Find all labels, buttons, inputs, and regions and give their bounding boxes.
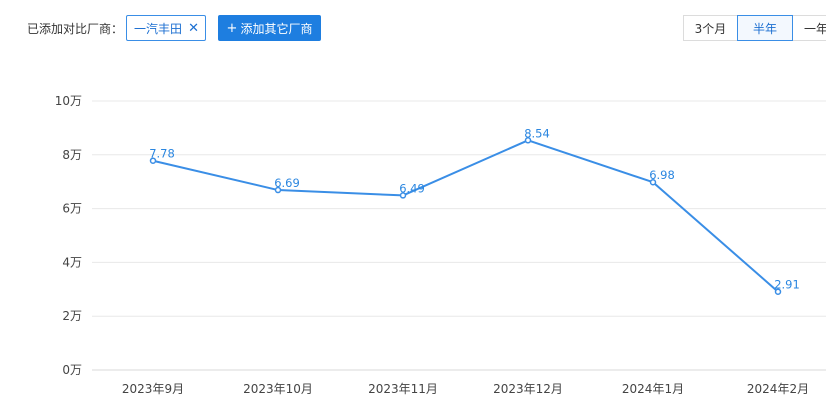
data-point[interactable] <box>274 186 282 194</box>
grid-lines <box>92 100 826 371</box>
data-point[interactable] <box>774 288 782 295</box>
data-point[interactable] <box>649 178 657 186</box>
data-label: 7.78 <box>149 147 175 161</box>
data-point[interactable] <box>524 137 532 144</box>
toolbar: 已添加对比厂商： 一汽丰田 ✕ + 添加其它厂商 3个月 半年 一年 <box>0 0 826 58</box>
x-tick-label: 2024年1月 <box>622 382 684 396</box>
x-tick-label: 2023年9月 <box>122 382 184 396</box>
data-point[interactable] <box>149 157 157 164</box>
y-tick-label: 2万 <box>62 309 82 323</box>
x-axis: 2023年9月 2023年10月 2023年11月 2023年12月 2024年1月 20… <box>122 382 809 396</box>
y-axis: 0万 2万 4万 6万 8万 10万 <box>55 94 82 377</box>
range-half-year-button[interactable]: 半年 <box>737 15 793 41</box>
series-path <box>152 139 779 293</box>
time-range-switch: 3个月 半年 一年 <box>683 15 826 41</box>
y-tick-label: 10万 <box>55 94 82 108</box>
x-tick-label: 2023年10月 <box>243 382 313 396</box>
x-tick-label: 2024年2月 <box>747 382 809 396</box>
data-label: 6.69 <box>274 176 300 190</box>
close-icon[interactable]: ✕ <box>188 20 199 36</box>
y-tick-label: 8万 <box>62 148 82 162</box>
add-button-label: 添加其它厂商 <box>240 21 313 36</box>
data-label: 6.49 <box>399 181 425 195</box>
data-point[interactable] <box>399 192 407 199</box>
compare-chip-faw-toyota[interactable]: 一汽丰田 ✕ <box>126 15 206 41</box>
data-label: 8.54 <box>524 126 550 140</box>
x-tick-label: 2023年12月 <box>493 382 563 396</box>
data-labels: 7.78 6.69 6.49 8.54 6.98 2.91 <box>149 126 800 291</box>
y-tick-label: 4万 <box>62 255 82 269</box>
y-tick-label: 6万 <box>62 202 82 216</box>
data-label: 6.98 <box>649 168 675 182</box>
series-line <box>149 137 782 295</box>
data-label: 2.91 <box>774 278 800 292</box>
compare-label: 已添加对比厂商： <box>27 22 124 36</box>
x-tick-label: 2023年11月 <box>368 382 438 396</box>
chip-label: 一汽丰田 <box>134 21 183 36</box>
add-manufacturer-button[interactable]: + 添加其它厂商 <box>218 15 321 41</box>
y-tick-label: 0万 <box>62 363 82 377</box>
plus-icon: + <box>226 20 238 36</box>
